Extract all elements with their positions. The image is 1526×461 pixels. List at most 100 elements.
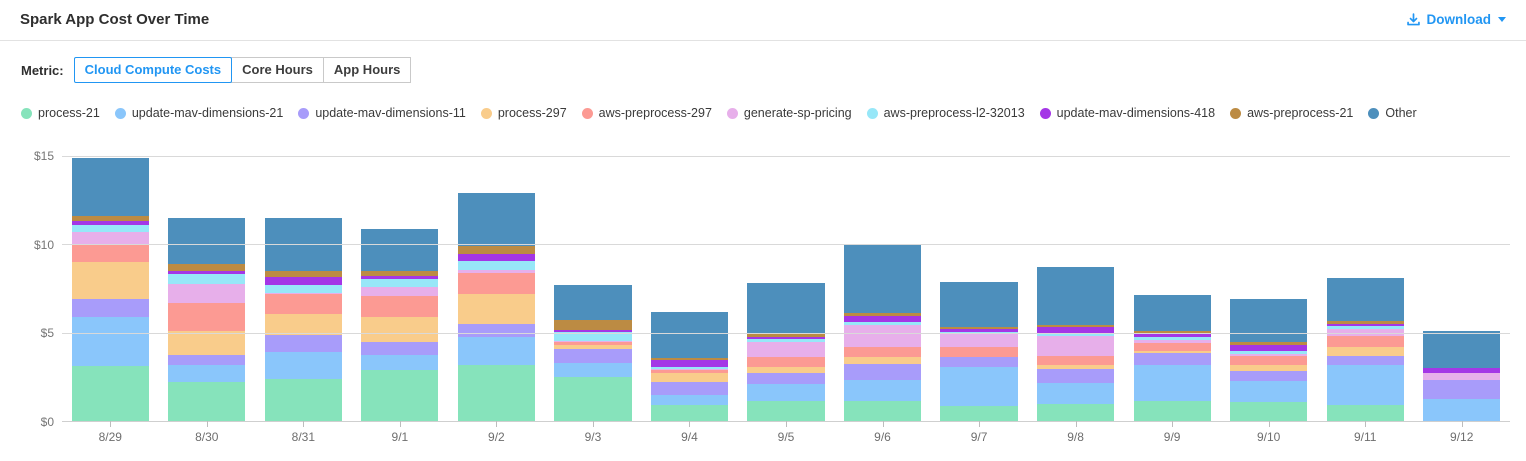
bar-segment-update-mav-dimensions-11[interactable]	[71, 299, 149, 317]
bar-segment-aws-preprocess-297[interactable]	[1326, 336, 1404, 347]
bar-segment-process-21[interactable]	[554, 376, 632, 421]
bar-segment-aws-preprocess-21[interactable]	[650, 358, 729, 361]
bar-segment-aws-preprocess-21[interactable]	[71, 216, 149, 221]
bar-segment-process-297[interactable]	[554, 345, 632, 349]
bar-segment-aws-preprocess-21[interactable]	[457, 246, 535, 255]
bar-segment-aws-preprocess-21[interactable]	[1230, 341, 1308, 346]
bar-segment-aws-preprocess-l2-32013[interactable]	[1036, 333, 1115, 337]
bar-segment-aws-preprocess-297[interactable]	[747, 356, 825, 368]
bar-segment-generate-sp-pricing[interactable]	[168, 284, 246, 303]
bar-segment-update-mav-dimensions-11[interactable]	[457, 323, 535, 338]
bar-segment-update-mav-dimensions-21[interactable]	[457, 337, 535, 366]
bar-segment-generate-sp-pricing[interactable]	[457, 269, 535, 273]
bar-segment-process-21[interactable]	[264, 378, 342, 421]
bar-segment-update-mav-dimensions-21[interactable]	[1326, 365, 1404, 406]
bar-segment-aws-preprocess-21[interactable]	[940, 326, 1018, 330]
stacked-bar-9-6[interactable]	[843, 156, 922, 421]
stacked-bar-9-10[interactable]	[1230, 156, 1308, 421]
bar-segment-process-297[interactable]	[1036, 364, 1115, 369]
bar-segment-update-mav-dimensions-21[interactable]	[361, 354, 439, 370]
bar-segment-aws-preprocess-297[interactable]	[264, 293, 342, 315]
bar-segment-other[interactable]	[940, 281, 1018, 327]
bar-segment-process-297[interactable]	[71, 262, 149, 300]
legend-item-aws-preprocess-297[interactable]: aws-preprocess-297	[581, 106, 712, 120]
bar-segment-process-297[interactable]	[1230, 365, 1308, 371]
bar-segment-aws-preprocess-l2-32013[interactable]	[168, 274, 246, 285]
bar-segment-other[interactable]	[1133, 294, 1211, 331]
download-button[interactable]: Download	[1406, 12, 1506, 27]
bar-segment-update-mav-dimensions-418[interactable]	[650, 360, 729, 368]
stacked-bar-9-3[interactable]	[554, 156, 632, 421]
bar-segment-process-21[interactable]	[940, 405, 1018, 421]
bar-segment-process-21[interactable]	[168, 382, 246, 421]
bar-segment-generate-sp-pricing[interactable]	[1423, 373, 1501, 380]
bar-segment-process-21[interactable]	[71, 366, 149, 421]
stacked-bar-9-7[interactable]	[940, 156, 1018, 421]
bar-segment-other[interactable]	[1423, 330, 1501, 369]
bar-segment-update-mav-dimensions-11[interactable]	[940, 357, 1018, 368]
bar-segment-aws-preprocess-21[interactable]	[747, 332, 825, 338]
bar-segment-update-mav-dimensions-21[interactable]	[1230, 381, 1308, 403]
bar-segment-other[interactable]	[361, 228, 439, 271]
bar-segment-aws-preprocess-297[interactable]	[1036, 355, 1115, 365]
bar-segment-aws-preprocess-297[interactable]	[843, 346, 922, 357]
bar-segment-aws-preprocess-21[interactable]	[361, 270, 439, 277]
bar-segment-process-21[interactable]	[1036, 404, 1115, 421]
bar-segment-generate-sp-pricing[interactable]	[940, 334, 1018, 347]
stacked-bar-9-4[interactable]	[650, 156, 729, 421]
bar-segment-aws-preprocess-21[interactable]	[554, 320, 632, 331]
bar-segment-update-mav-dimensions-11[interactable]	[747, 373, 825, 384]
bar-segment-update-mav-dimensions-11[interactable]	[843, 364, 922, 380]
bar-segment-aws-preprocess-l2-32013[interactable]	[457, 261, 535, 270]
legend-item-update-mav-dimensions-21[interactable]: update-mav-dimensions-21	[114, 106, 283, 120]
bar-segment-update-mav-dimensions-11[interactable]	[1133, 353, 1211, 366]
bar-segment-generate-sp-pricing[interactable]	[1133, 339, 1211, 344]
bar-segment-aws-preprocess-l2-32013[interactable]	[1133, 337, 1211, 340]
metric-option-cloud-compute-costs[interactable]: Cloud Compute Costs	[73, 57, 233, 83]
bar-segment-update-mav-dimensions-418[interactable]	[457, 254, 535, 262]
bar-segment-other[interactable]	[168, 217, 246, 264]
bar-segment-update-mav-dimensions-21[interactable]	[554, 362, 632, 377]
bar-segment-process-21[interactable]	[650, 405, 729, 421]
bar-segment-aws-preprocess-297[interactable]	[1230, 355, 1308, 366]
bar-segment-update-mav-dimensions-21[interactable]	[264, 352, 342, 379]
bar-segment-update-mav-dimensions-21[interactable]	[168, 365, 246, 383]
bar-segment-update-mav-dimensions-11[interactable]	[554, 348, 632, 363]
bar-segment-process-21[interactable]	[1133, 400, 1211, 421]
stacked-bar-8-30[interactable]	[168, 156, 246, 421]
bar-segment-process-297[interactable]	[940, 356, 1018, 358]
bar-segment-other[interactable]	[1036, 267, 1115, 325]
bar-segment-other[interactable]	[1230, 299, 1308, 342]
bar-segment-update-mav-dimensions-11[interactable]	[264, 335, 342, 353]
bar-segment-update-mav-dimensions-11[interactable]	[650, 382, 729, 395]
metric-option-core-hours[interactable]: Core Hours	[231, 57, 324, 83]
bar-segment-aws-preprocess-297[interactable]	[1133, 343, 1211, 352]
bar-segment-aws-preprocess-297[interactable]	[650, 369, 729, 374]
bar-segment-aws-preprocess-l2-32013[interactable]	[554, 331, 632, 341]
metric-option-app-hours[interactable]: App Hours	[322, 57, 412, 83]
bar-segment-update-mav-dimensions-21[interactable]	[843, 379, 922, 401]
bar-segment-process-297[interactable]	[1326, 346, 1404, 356]
bar-segment-update-mav-dimensions-21[interactable]	[71, 316, 149, 367]
bar-segment-generate-sp-pricing[interactable]	[1036, 336, 1115, 356]
bar-segment-update-mav-dimensions-418[interactable]	[747, 337, 825, 339]
bar-segment-other[interactable]	[457, 193, 535, 247]
bar-segment-process-297[interactable]	[361, 316, 439, 342]
legend-item-process-297[interactable]: process-297	[480, 106, 567, 120]
bar-segment-aws-preprocess-21[interactable]	[1326, 321, 1404, 324]
bar-segment-aws-preprocess-l2-32013[interactable]	[843, 322, 922, 325]
legend-item-other[interactable]: Other	[1368, 106, 1417, 120]
bar-segment-process-297[interactable]	[264, 314, 342, 336]
bar-segment-update-mav-dimensions-418[interactable]	[843, 315, 922, 323]
legend-item-update-mav-dimensions-11[interactable]: update-mav-dimensions-11	[298, 106, 466, 120]
bar-segment-update-mav-dimensions-21[interactable]	[1423, 398, 1501, 421]
bar-segment-process-21[interactable]	[843, 400, 922, 421]
stacked-bar-8-29[interactable]	[71, 156, 149, 421]
legend-item-update-mav-dimensions-418[interactable]: update-mav-dimensions-418	[1039, 106, 1215, 120]
bar-segment-update-mav-dimensions-418[interactable]	[264, 277, 342, 286]
legend-item-generate-sp-pricing[interactable]: generate-sp-pricing	[726, 106, 852, 120]
stacked-bar-9-8[interactable]	[1036, 156, 1115, 421]
bar-segment-process-21[interactable]	[361, 369, 439, 421]
bar-segment-other[interactable]	[747, 283, 825, 333]
stacked-bar-9-12[interactable]	[1423, 156, 1501, 421]
